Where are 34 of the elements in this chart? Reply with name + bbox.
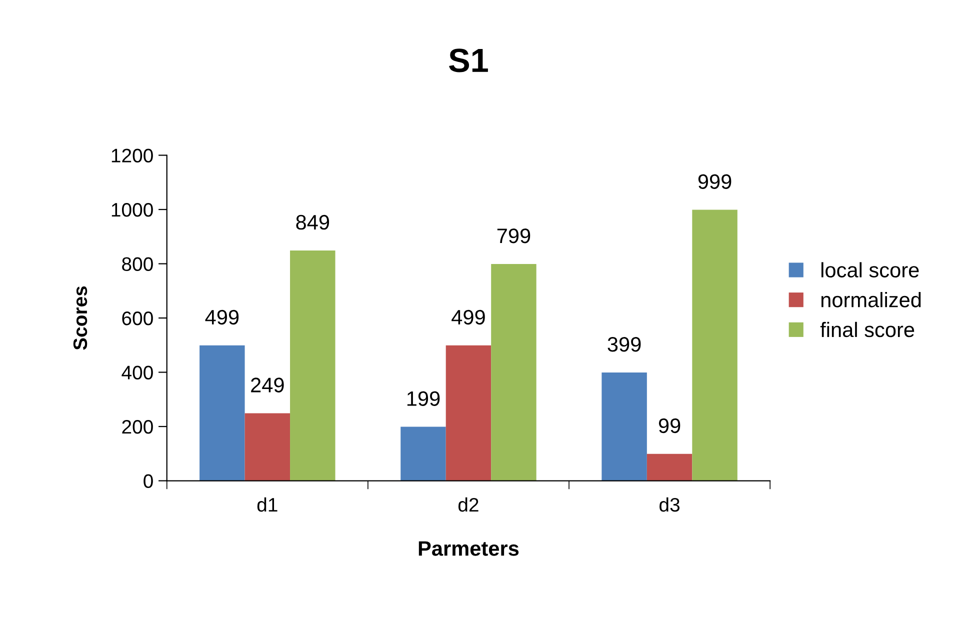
x-tick-label: d2: [458, 497, 478, 512]
bar: [200, 345, 245, 481]
y-axis-title: Scores: [73, 286, 88, 350]
chart-title: S1: [449, 48, 488, 72]
bar: [400, 426, 446, 481]
bar: [446, 345, 492, 481]
bar: [692, 210, 738, 481]
data-label: 849: [296, 214, 330, 230]
y-tick-label: 1000: [112, 202, 153, 217]
y-tick-label: 1200: [112, 148, 153, 162]
bar: [646, 454, 692, 481]
bar: [602, 372, 647, 481]
data-label: 799: [497, 228, 530, 244]
bar: [290, 250, 336, 481]
y-tick-label: 200: [122, 420, 153, 434]
data-label: 249: [251, 378, 284, 392]
y-tick-label: 800: [122, 257, 153, 271]
y-tick-label: 0: [144, 474, 153, 488]
legend-label: final score: [820, 322, 914, 338]
y-tick-label: 600: [122, 311, 153, 326]
data-label: 999: [698, 174, 732, 189]
data-label: 399: [608, 336, 641, 352]
data-label: 99: [658, 418, 680, 434]
y-tick-label: 400: [122, 366, 153, 380]
legend-label: normalized: [821, 292, 921, 308]
x-axis-title: Parmeters: [418, 541, 519, 556]
bar: [491, 264, 536, 481]
bar: [244, 413, 290, 481]
legend-label: local score: [821, 262, 919, 278]
data-label: 199: [407, 391, 440, 406]
x-tick-label: d3: [660, 497, 680, 512]
data-label: 499: [452, 310, 485, 325]
x-tick-label: d1: [257, 497, 278, 512]
data-label: 499: [205, 310, 239, 325]
